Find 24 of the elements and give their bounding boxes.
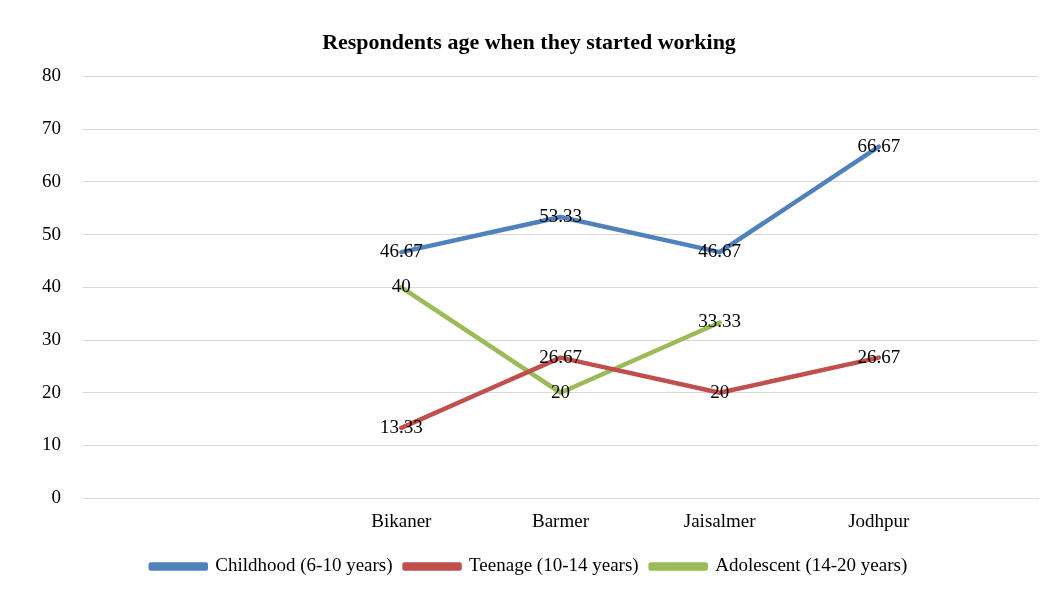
data-label: 33.33 — [698, 310, 742, 332]
legend-label: Childhood (6-10 years) — [215, 554, 393, 577]
data-label: 13.33 — [379, 415, 423, 437]
y-tick-label: 80 — [42, 64, 61, 86]
x-tick-label: Jodhpur — [848, 509, 911, 531]
data-label: 20 — [710, 380, 730, 402]
y-tick-label: 20 — [42, 380, 61, 402]
data-label: 26.67 — [857, 345, 901, 367]
y-tick-label: 30 — [42, 328, 61, 350]
legend-label: Teenage (10-14 years) — [469, 554, 639, 577]
data-label: 66.67 — [857, 134, 901, 156]
y-tick-label: 40 — [42, 275, 61, 297]
y-tick-label: 50 — [42, 222, 61, 244]
legend-label: Adolescent (14-20 years) — [715, 554, 908, 577]
data-label: 46.67 — [379, 240, 423, 262]
y-tick-label: 0 — [51, 486, 61, 508]
x-tick-label: Jaisalmer — [683, 509, 757, 531]
y-tick-label: 10 — [42, 433, 61, 455]
x-tick-label: Barmer — [532, 509, 590, 531]
data-label: 20 — [551, 380, 570, 402]
x-tick-label: Bikaner — [371, 509, 433, 531]
y-tick-label: 70 — [42, 117, 61, 139]
y-tick-label: 60 — [42, 169, 61, 191]
chart-title: Respondents age when they started working — [322, 28, 736, 54]
